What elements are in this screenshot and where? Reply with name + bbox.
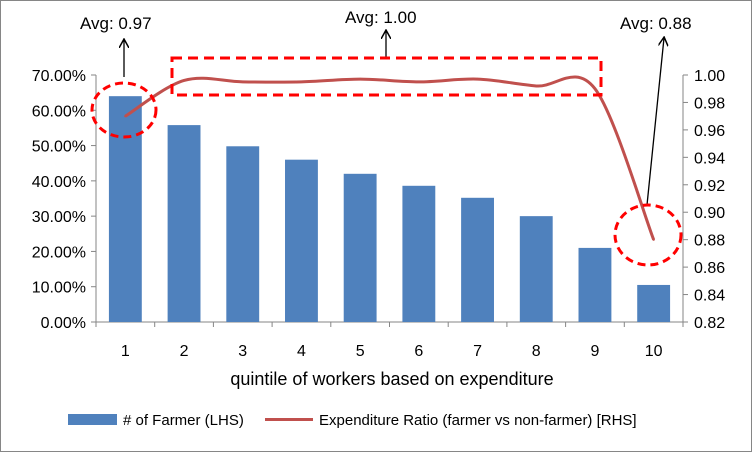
x-axis-title: quintile of workers based on expenditure	[230, 369, 553, 389]
line-point	[300, 80, 303, 84]
bar	[461, 197, 494, 322]
y-left-tick-label: 20.00%	[32, 244, 86, 261]
legend: # of Farmer (LHS) Expenditure Ratio (far…	[68, 412, 637, 429]
line-point	[241, 80, 244, 84]
y-left-tick-label: 10.00%	[32, 280, 86, 297]
x-tick-label: 1	[121, 343, 130, 360]
line-point	[476, 77, 479, 81]
y-right-tick-label: 0.86	[694, 260, 725, 277]
bar	[108, 96, 142, 323]
x-tick-label: 7	[473, 343, 482, 360]
y-left-tick-label: 70.00%	[32, 68, 86, 85]
y-right-tick-label: 1.00	[694, 68, 725, 85]
y-right-tick-label: 0.82	[694, 315, 725, 332]
y-left-tick-label: 30.00%	[32, 209, 86, 226]
x-tick-label: 8	[532, 343, 541, 360]
bar	[402, 185, 436, 322]
highlight-circle-q1	[90, 81, 158, 139]
y-right-tick-label: 0.90	[694, 205, 725, 222]
bar	[343, 173, 377, 322]
y-right-tick-label: 0.92	[694, 178, 725, 195]
y-right-tick-label: 0.94	[694, 150, 725, 167]
bar	[519, 216, 553, 322]
line-point	[593, 87, 597, 90]
y-left-tick-label: 40.00%	[32, 174, 86, 191]
y-left-tick-label: 0.00%	[41, 315, 86, 332]
line-point	[652, 238, 655, 241]
annotation-label-avg-100: Avg: 1.00	[345, 8, 417, 27]
bar	[578, 247, 612, 322]
line-point	[124, 114, 127, 118]
legend-label-ratio: Expenditure Ratio (farmer vs non-farmer)…	[319, 412, 637, 429]
x-tick-label: 4	[297, 343, 306, 360]
annotation-arrow-avg-088	[646, 38, 664, 206]
x-tick-label: 9	[590, 343, 599, 360]
annotation-label-avg-097: Avg: 0.97	[80, 14, 152, 33]
annotations: Avg: 0.97 Avg: 1.00 Avg: 0.88	[80, 8, 692, 267]
y-right-tick-label: 0.98	[694, 95, 725, 112]
legend-label-farmer: # of Farmer (LHS)	[123, 412, 244, 429]
line-point	[417, 80, 421, 84]
y-left-tick-label: 60.00%	[32, 103, 86, 120]
x-tick-label: 6	[414, 343, 423, 360]
bar	[167, 125, 201, 322]
y-right-tick-label: 0.96	[694, 123, 725, 140]
line-series	[124, 75, 656, 241]
annotation-label-avg-088: Avg: 0.88	[620, 14, 692, 33]
line-point	[358, 77, 362, 81]
x-tick-label: 2	[180, 343, 189, 360]
bar	[285, 159, 318, 322]
y-right-tick-label: 0.84	[694, 288, 725, 305]
bar-series	[108, 96, 671, 323]
x-tick-label: 10	[645, 343, 663, 360]
legend-swatch-farmer	[68, 414, 117, 425]
tick-labels: 0.00% 10.00% 20.00% 30.00% 40.00% 50.00% 60.00…	[32, 68, 726, 360]
x-tick-label: 5	[356, 343, 365, 360]
line-point	[182, 79, 186, 82]
x-tick-label: 3	[238, 343, 247, 360]
y-right-tick-label: 0.88	[694, 233, 725, 250]
bar	[226, 146, 260, 322]
expenditure-ratio-line	[124, 75, 656, 241]
highlight-box-q2-q9	[170, 56, 603, 97]
line-point	[535, 84, 538, 88]
y-left-tick-label: 50.00%	[32, 139, 86, 156]
highlight-circle-q10	[613, 203, 683, 267]
bar	[637, 284, 671, 322]
